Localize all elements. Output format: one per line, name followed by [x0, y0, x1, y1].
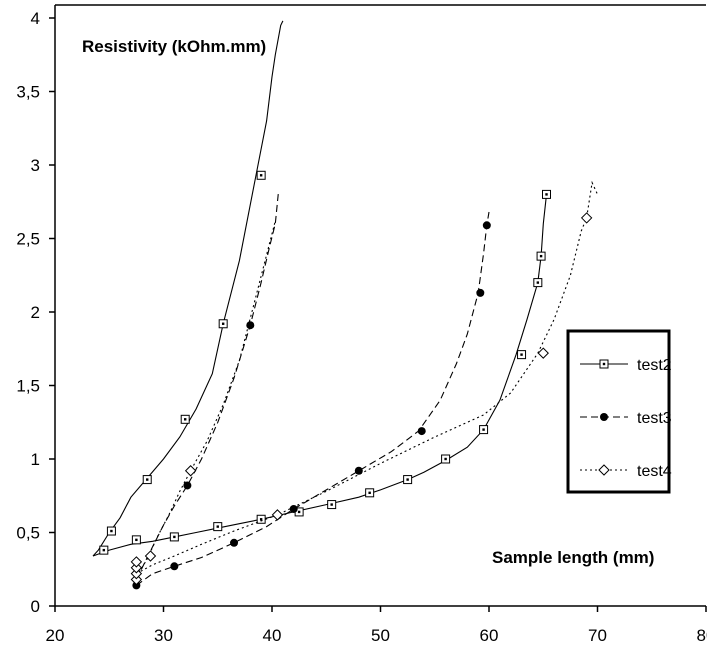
- data-point-test2-center: [520, 353, 523, 356]
- y-tick-label: 0,5: [16, 524, 40, 543]
- ticks-layer: 20 30 40 50 60 70 80 0 0,5 1 1,5 2 2,5 3 3,5 4: [16, 9, 707, 645]
- axes-layer: [54, 4, 706, 607]
- legend: test2 test3 test4: [566, 329, 672, 494]
- series-test2: [92, 20, 552, 557]
- y-tick-label: 4: [31, 9, 40, 28]
- series-line-test4: [135, 220, 276, 577]
- x-tick-label: 30: [154, 626, 173, 645]
- y-tick-label: 0: [31, 597, 40, 616]
- data-point-test3: [476, 288, 485, 297]
- data-point-test2-center: [221, 322, 225, 325]
- y-tick-label: 3: [31, 156, 40, 175]
- data-point-test3: [289, 504, 298, 513]
- y-tick-label: 2: [31, 303, 40, 322]
- data-point-test3: [246, 321, 255, 330]
- y-tick-label: 3,5: [16, 83, 40, 102]
- data-point-test4: [130, 567, 143, 580]
- series-layer: [92, 20, 599, 590]
- series-test4: [130, 180, 599, 586]
- data-point-test4: [580, 212, 593, 224]
- data-point-test2-center: [545, 193, 548, 196]
- data-point-test2-center: [482, 428, 485, 431]
- series-line-test2: [92, 194, 548, 557]
- data-point-test4: [144, 550, 157, 562]
- data-point-test4: [130, 573, 143, 586]
- data-point-test4: [271, 509, 284, 521]
- legend-marker-test3: [600, 413, 608, 421]
- data-point-test3: [170, 562, 179, 571]
- series-line-test3: [136, 211, 490, 586]
- y-tick-label: 1,5: [16, 377, 40, 396]
- y-axis-title: Resistivity (kOhm.mm): [82, 37, 266, 56]
- x-tick-label: 70: [588, 626, 607, 645]
- data-point-test2-center: [368, 491, 371, 495]
- data-point-test4: [130, 562, 143, 574]
- y-tick-label: 1: [31, 450, 40, 469]
- legend-box: [566, 329, 671, 494]
- series-line-test3: [135, 191, 280, 580]
- data-point-test2-center: [216, 525, 219, 528]
- data-point-test4: [537, 347, 549, 359]
- data-point-test2-center: [259, 174, 263, 177]
- data-point-test2-center: [444, 457, 447, 461]
- x-tick-label: 50: [371, 626, 390, 645]
- data-point-test2-center: [102, 548, 106, 552]
- data-point-test3: [482, 221, 491, 230]
- data-point-test4: [184, 465, 197, 477]
- legend-marker-test2-center: [602, 362, 606, 366]
- data-point-test3: [417, 427, 426, 436]
- data-point-test3: [230, 538, 239, 547]
- series-line-test2: [92, 20, 284, 557]
- legend-label-test4: test4: [637, 463, 672, 480]
- data-point-test2-center: [259, 518, 263, 521]
- x-tick-label: 20: [46, 626, 65, 645]
- data-point-test3: [132, 581, 141, 590]
- data-point-test2-center: [330, 503, 333, 506]
- data-point-test2-center: [539, 254, 543, 258]
- data-point-test2-center: [146, 478, 149, 481]
- x-tick-label: 60: [480, 626, 499, 645]
- x-tick-label: 80: [697, 626, 707, 645]
- x-tick-label: 40: [263, 626, 282, 645]
- series-line-test4: [136, 180, 599, 575]
- data-point-test2-center: [536, 281, 540, 284]
- legend-label-test2: test2: [637, 357, 672, 374]
- data-point-test2-center: [297, 510, 301, 514]
- legend-marker-test4: [598, 464, 610, 476]
- data-point-test2-center: [173, 535, 176, 539]
- y-tick-label: 2,5: [16, 230, 40, 249]
- data-point-test2-center: [135, 538, 138, 542]
- data-point-test3: [354, 466, 363, 475]
- x-axis-title: Sample length (mm): [492, 548, 654, 567]
- data-point-test2-center: [406, 478, 409, 481]
- data-point-test2-center: [110, 529, 113, 533]
- data-point-test2-center: [184, 418, 187, 421]
- series-test3: [132, 191, 491, 590]
- data-point-test3: [183, 481, 192, 490]
- legend-label-test3: test3: [637, 410, 672, 427]
- data-point-test4: [130, 556, 143, 568]
